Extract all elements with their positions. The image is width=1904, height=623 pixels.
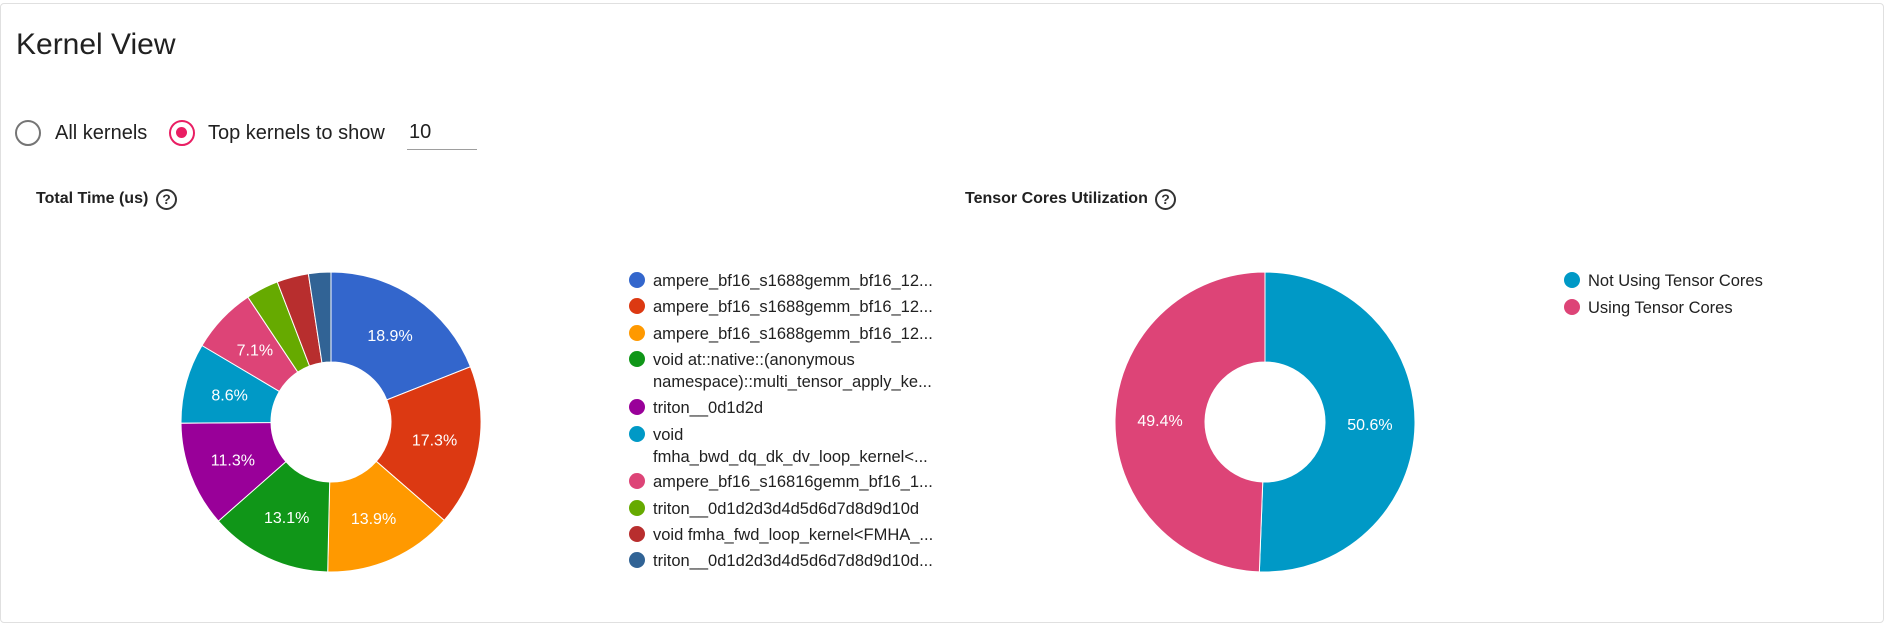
total-time-legend-swatch [629, 500, 645, 516]
total-time-legend-swatch [629, 426, 645, 442]
total-time-legend-item[interactable]: triton__0d1d2d3d4d5d6d7d8d9d10d [629, 498, 943, 520]
tensor-cores-legend-item[interactable]: Not Using Tensor Cores [1564, 270, 1878, 292]
total-time-slice[interactable] [375, 366, 482, 522]
tensor-cores-legend-item[interactable]: Using Tensor Cores [1564, 297, 1878, 319]
total-time-legend-label: void at::native::(anonymous namespace)::m… [653, 351, 932, 391]
total-time-legend-swatch [629, 526, 645, 542]
total-time-slice-label: 13.1% [264, 510, 309, 527]
tensor-cores-legend-label: Using Tensor Cores [1588, 299, 1733, 317]
total-time-legend-label: ampere_bf16_s16816gemm_bf16_1... [653, 473, 933, 491]
total-time-legend-item[interactable]: ampere_bf16_s1688gemm_bf16_12... [629, 270, 943, 292]
total-time-legend-label: ampere_bf16_s1688gemm_bf16_12... [653, 272, 933, 290]
total-time-legend-swatch [629, 298, 645, 314]
tensor-cores-slice[interactable] [1258, 271, 1416, 573]
tensor-cores-slice[interactable] [1114, 271, 1266, 573]
total-time-legend-item[interactable]: triton__0d1d2d [629, 397, 943, 419]
total-time-slice-label: 7.1% [237, 343, 273, 360]
tensor-cores-help-icon[interactable]: ? [1155, 189, 1176, 210]
total-time-slice-label: 13.9% [351, 511, 396, 528]
total-time-title: Total Time (us) [36, 190, 149, 207]
total-time-help-icon[interactable]: ? [156, 189, 177, 210]
total-time-legend-item[interactable]: void fmha_bwd_dq_dk_dv_loop_kernel<... [629, 424, 943, 468]
total-time-slice[interactable] [217, 460, 331, 573]
total-time-legend-item[interactable]: ampere_bf16_s1688gemm_bf16_12... [629, 296, 943, 318]
total-time-legend-swatch [629, 351, 645, 367]
total-time-legend-label: void fmha_bwd_dq_dk_dv_loop_kernel<... [653, 426, 928, 466]
total-time-legend-item[interactable]: triton__0d1d2d3d4d5d6d7d8d9d10d... [629, 550, 943, 572]
tensor-cores-slice-label: 49.4% [1137, 413, 1182, 430]
top-kernels-radio[interactable] [169, 120, 195, 146]
total-time-legend-item[interactable]: ampere_bf16_s1688gemm_bf16_12... [629, 323, 943, 345]
total-time-legend-swatch [629, 272, 645, 288]
kernel-view-card: Kernel View All kernels Top kernels to s… [0, 3, 1884, 623]
total-time-legend-item[interactable]: ampere_bf16_s16816gemm_bf16_1... [629, 471, 943, 493]
tensor-cores-slice-label: 50.6% [1347, 417, 1392, 434]
total-time-slice[interactable] [307, 271, 332, 364]
total-time-legend-swatch [629, 473, 645, 489]
total-time-legend-swatch [629, 399, 645, 415]
total-time-legend-label: triton__0d1d2d3d4d5d6d7d8d9d10d... [653, 552, 933, 570]
total-time-pie-chart: 18.9% 17.3% 13.9% 13.1% 11.3% 8.6% 7.1% [180, 271, 482, 573]
all-kernels-label[interactable]: All kernels [55, 122, 148, 144]
tensor-cores-pie-chart: 50.6% 49.4% [1114, 271, 1416, 573]
all-kernels-radio[interactable] [15, 120, 41, 146]
tensor-cores-legend-swatch [1564, 299, 1580, 315]
total-time-legend-item[interactable]: void at::native::(anonymous namespace)::m… [629, 349, 943, 393]
tensor-cores-legend-label: Not Using Tensor Cores [1588, 272, 1763, 290]
top-kernels-input[interactable] [407, 116, 477, 150]
total-time-legend-swatch [629, 552, 645, 568]
total-time-legend-label: triton__0d1d2d3d4d5d6d7d8d9d10d [653, 500, 920, 518]
total-time-legend-label: ampere_bf16_s1688gemm_bf16_12... [653, 298, 933, 316]
total-time-legend-label: triton__0d1d2d [653, 399, 764, 417]
total-time-legend-item[interactable]: void fmha_fwd_loop_kernel<FMHA_... [629, 524, 943, 546]
top-kernels-label[interactable]: Top kernels to show [208, 122, 385, 144]
total-time-legend-swatch [629, 325, 645, 341]
total-time-slice[interactable] [330, 271, 472, 401]
page-title: Kernel View [16, 28, 176, 61]
tensor-cores-title: Tensor Cores Utilization [965, 190, 1148, 207]
total-time-legend-label: ampere_bf16_s1688gemm_bf16_12... [653, 325, 933, 343]
total-time-slice-label: 17.3% [412, 433, 457, 450]
total-time-legend-label: void fmha_fwd_loop_kernel<FMHA_... [653, 526, 934, 544]
tensor-cores-legend-swatch [1564, 272, 1580, 288]
total-time-slice-label: 11.3% [211, 452, 255, 469]
total-time-slice-label: 8.6% [211, 388, 247, 405]
total-time-slice-label: 18.9% [367, 328, 412, 345]
